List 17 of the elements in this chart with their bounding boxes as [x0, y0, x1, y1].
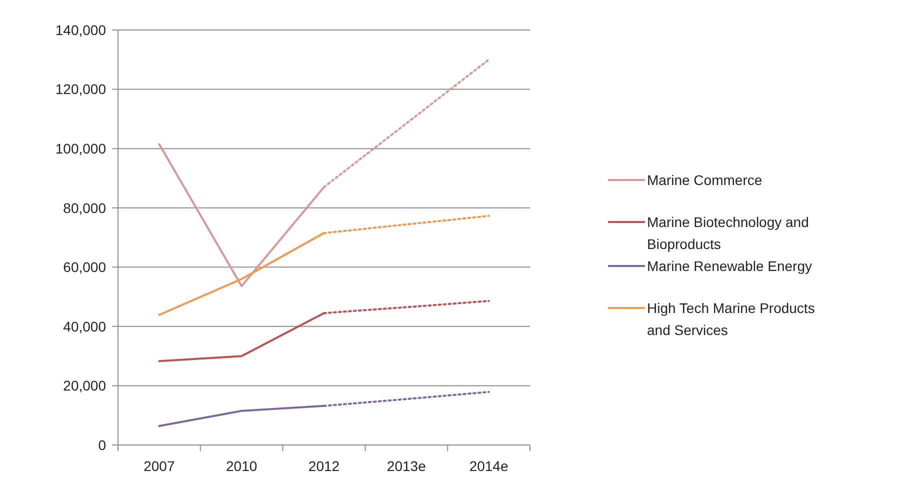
- x-tick-label: 2010: [226, 458, 258, 474]
- y-tick-label: 140,000: [55, 22, 106, 38]
- x-tick-label: 2013e: [386, 458, 426, 474]
- x-tick-label: 2012: [308, 458, 340, 474]
- legend-label: Marine Renewable Energy: [647, 258, 812, 274]
- legend-label: Marine Commerce: [647, 172, 762, 188]
- y-tick-label: 80,000: [63, 200, 106, 216]
- y-tick-label: 40,000: [63, 318, 106, 334]
- x-tick-label: 2007: [144, 458, 175, 474]
- y-tick-label: 60,000: [63, 259, 106, 276]
- y-tick-label: 0: [98, 436, 106, 453]
- y-tick-label: 20,000: [63, 378, 106, 394]
- y-tick-label: 120,000: [55, 81, 106, 98]
- y-tick-label: 100,000: [55, 140, 106, 156]
- legend-label: Marine Biotechnology and Bioproducts: [647, 214, 809, 252]
- x-tick-label: 2014e: [469, 458, 508, 474]
- legend-label: High Tech Marine Products and Services: [647, 300, 815, 338]
